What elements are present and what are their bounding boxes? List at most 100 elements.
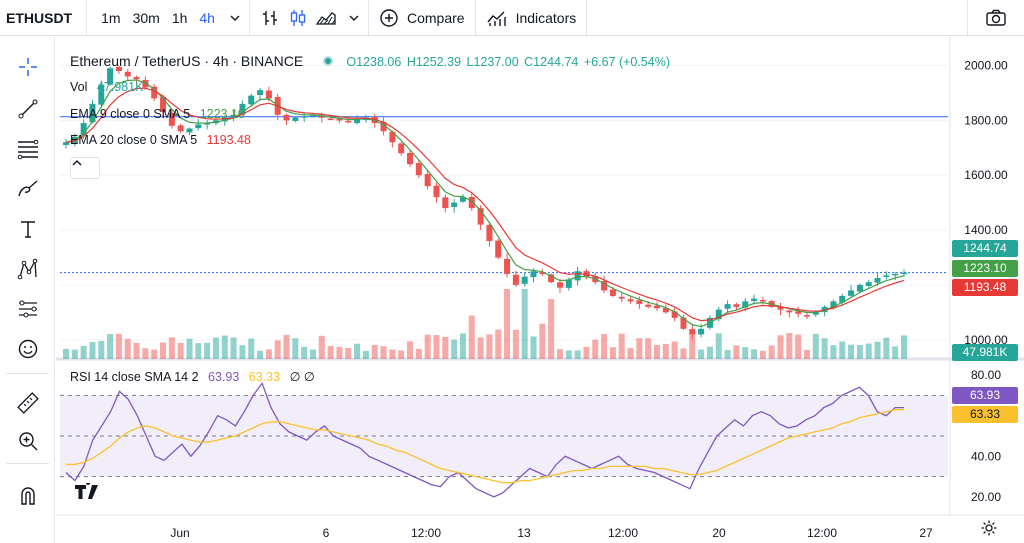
volume-bar bbox=[689, 334, 696, 359]
volume-bar bbox=[548, 299, 555, 359]
symbol-search-button[interactable]: ETHUSDT bbox=[6, 9, 73, 26]
candle-body bbox=[627, 299, 634, 302]
chevron-up-icon bbox=[72, 160, 82, 166]
candle-body bbox=[751, 298, 758, 302]
chevron-down-icon[interactable] bbox=[221, 4, 249, 32]
rsi-extra: ∅ ∅ bbox=[289, 370, 315, 384]
ema20-line bbox=[65, 87, 905, 322]
chart-title[interactable]: Ethereum / TetherUS · 4h · BINANCE bbox=[70, 53, 304, 69]
rsi-legend[interactable]: RSI 14 close SMA 14 2 63.93 63.33 ∅ ∅ bbox=[70, 369, 315, 384]
volume-bar bbox=[680, 348, 687, 359]
rsi-sma-line bbox=[66, 408, 904, 484]
candle-body bbox=[89, 103, 96, 123]
volume-bar bbox=[759, 350, 766, 359]
text-tool-icon[interactable] bbox=[14, 215, 42, 243]
interval-1m-button[interactable]: 1m bbox=[101, 9, 121, 26]
volume-bar bbox=[336, 346, 343, 359]
rsi-tick-label: 20.00 bbox=[971, 490, 1001, 504]
volume-bar bbox=[248, 338, 255, 359]
volume-bar bbox=[71, 349, 78, 359]
volume-bar bbox=[601, 333, 608, 359]
ema9-price-tag: 1223.10 bbox=[952, 260, 1018, 277]
time-tick-label: 27 bbox=[919, 526, 933, 540]
fib-retracement-icon[interactable] bbox=[14, 135, 42, 163]
candle-body bbox=[856, 284, 863, 292]
price-tick-label: 1600.00 bbox=[964, 168, 1008, 182]
candle-body bbox=[565, 279, 572, 288]
toolbar-divider bbox=[474, 0, 476, 36]
ema20-legend[interactable]: EMA 20 close 0 SMA 5 1193.48 bbox=[70, 133, 251, 147]
candle-body bbox=[821, 306, 828, 313]
candle-body bbox=[724, 304, 731, 309]
market-status-icon bbox=[322, 56, 333, 66]
collapse-legend-button[interactable] bbox=[70, 157, 100, 179]
volume-bar bbox=[662, 343, 669, 359]
volume-bar bbox=[495, 329, 502, 359]
ema20-price-tag: 1193.48 bbox=[952, 279, 1018, 296]
volume-bar bbox=[715, 333, 722, 359]
ohlc-change: +6.67 (+0.54%) bbox=[583, 55, 671, 69]
ruler-icon[interactable] bbox=[14, 389, 42, 417]
volume-bar bbox=[133, 342, 140, 359]
candle-body bbox=[63, 142, 69, 146]
candles-icon[interactable] bbox=[284, 4, 312, 32]
volume-bar bbox=[354, 343, 361, 359]
candle-body bbox=[389, 131, 396, 143]
volume-bar bbox=[609, 347, 616, 359]
magnet-icon[interactable] bbox=[14, 481, 42, 509]
indicators-button[interactable]: Indicators bbox=[476, 0, 587, 36]
candle-body bbox=[512, 274, 519, 285]
volume-bar bbox=[292, 338, 299, 359]
candle-body bbox=[521, 276, 528, 284]
toolbar-divider bbox=[6, 373, 49, 374]
emoji-icon[interactable] bbox=[14, 335, 42, 363]
chevron-down-icon[interactable] bbox=[340, 4, 368, 32]
candle-body bbox=[151, 86, 158, 99]
candle-body bbox=[556, 282, 563, 288]
compare-button[interactable]: Compare bbox=[369, 0, 475, 36]
camera-icon[interactable] bbox=[982, 4, 1010, 32]
candle-body bbox=[407, 152, 414, 165]
interval-30m-button[interactable]: 30m bbox=[132, 9, 160, 26]
drawing-toolbar bbox=[0, 37, 55, 543]
volume-bar bbox=[301, 346, 308, 359]
candle-body bbox=[380, 121, 387, 132]
trend-line-icon[interactable] bbox=[14, 95, 42, 123]
candle-body bbox=[654, 305, 661, 309]
candle-body bbox=[601, 281, 608, 291]
ohlc-high: H1252.39 bbox=[406, 55, 462, 69]
chart-area[interactable]: 2000.001800.001600.001400.001200.001000.… bbox=[56, 37, 1024, 543]
prediction-measure-icon[interactable] bbox=[14, 295, 42, 323]
candle-body bbox=[415, 163, 422, 176]
interval-1h-button[interactable]: 1h bbox=[171, 9, 188, 26]
volume-bar bbox=[398, 350, 405, 359]
volume-bar bbox=[389, 349, 396, 359]
zoom-in-icon[interactable] bbox=[14, 427, 42, 455]
rsi-tick-label: 40.00 bbox=[971, 449, 1001, 463]
volume-bar bbox=[865, 343, 872, 359]
ohlc-low: L1237.00 bbox=[466, 55, 519, 69]
candle-body bbox=[336, 118, 343, 121]
volume-bar bbox=[892, 346, 899, 359]
volume-bar bbox=[257, 350, 264, 359]
bar-chart-icon[interactable] bbox=[256, 4, 284, 32]
volume-label: Vol bbox=[70, 80, 88, 94]
crosshair-icon[interactable] bbox=[14, 53, 42, 81]
ema9-legend[interactable]: EMA 9 close 0 SMA 5 1223.10 bbox=[70, 107, 245, 121]
candle-body bbox=[177, 125, 184, 132]
candle-body bbox=[98, 84, 105, 105]
last-price-tag: 1244.74 bbox=[952, 240, 1018, 257]
candle-body bbox=[645, 304, 652, 307]
brush-icon[interactable] bbox=[14, 175, 42, 203]
interval-4h-button[interactable]: 4h bbox=[199, 9, 215, 26]
volume-legend[interactable]: Vol 47.981K bbox=[70, 80, 143, 94]
candle-body bbox=[292, 117, 299, 121]
candle-body bbox=[901, 272, 907, 275]
candle-body bbox=[874, 278, 881, 283]
volume-bar bbox=[856, 345, 863, 359]
pattern-icon[interactable] bbox=[14, 255, 42, 283]
candle-body bbox=[327, 118, 334, 121]
price-chart[interactable]: 2000.001800.001600.001400.001200.001000.… bbox=[56, 37, 1024, 543]
volume-price-tag: 47.981K bbox=[952, 344, 1018, 361]
area-chart-icon[interactable] bbox=[312, 4, 340, 32]
